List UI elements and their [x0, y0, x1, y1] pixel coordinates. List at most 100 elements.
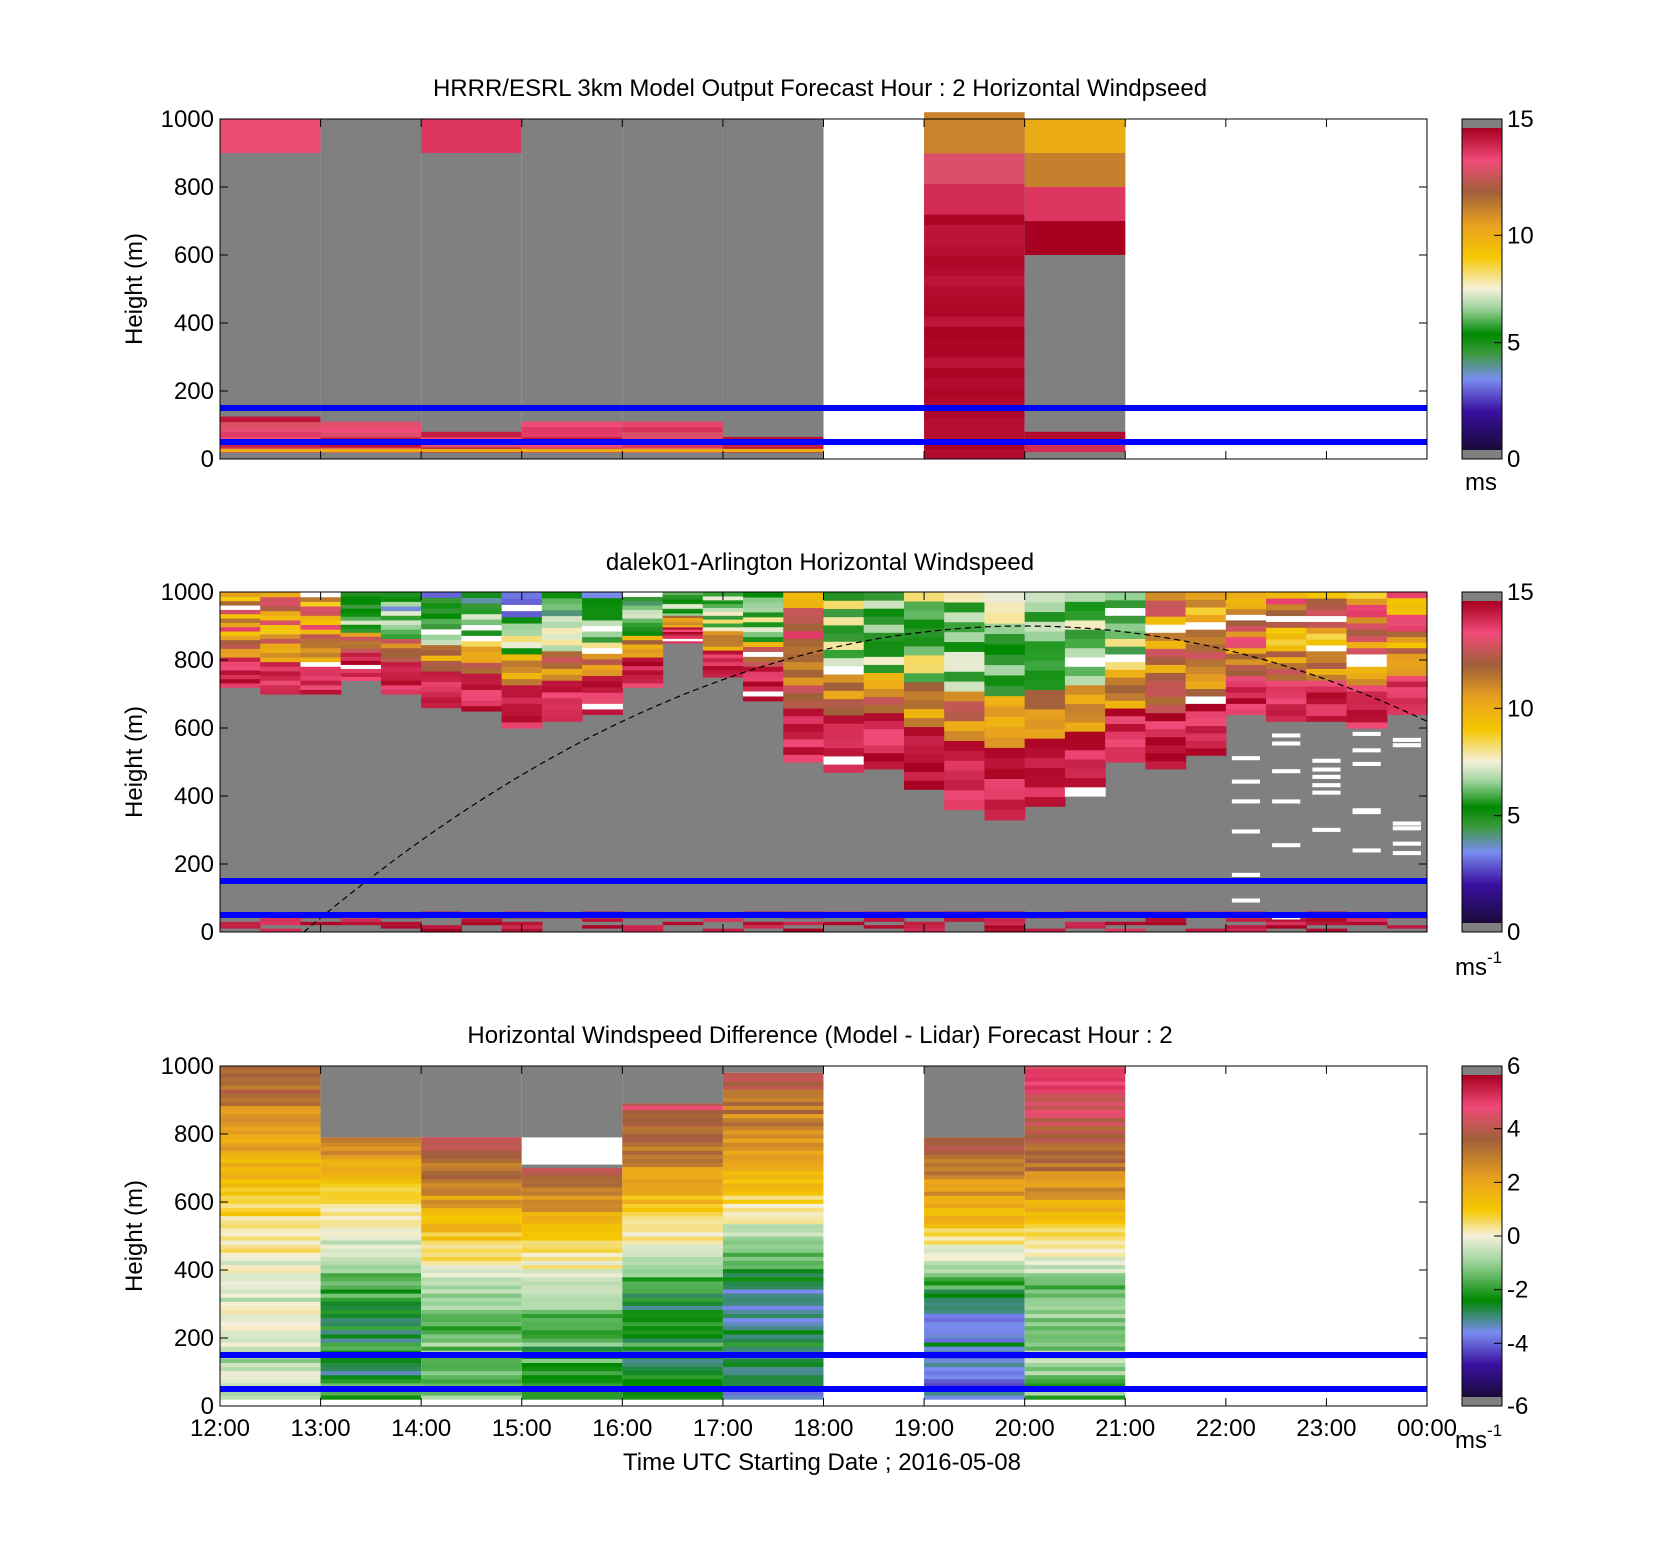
difference-cell: [1024, 1325, 1126, 1331]
lidar-cell: [1064, 740, 1106, 751]
colorbar-ticks: 0 5 10 15: [1494, 579, 1534, 946]
difference-cell: [320, 1215, 422, 1221]
difference-cell: [924, 1240, 1025, 1245]
lidar-missing-cell: [1272, 799, 1301, 804]
difference-cell: [924, 1236, 1025, 1241]
lidar-cell: [702, 611, 744, 616]
difference-cell: [220, 1134, 321, 1139]
difference-cell: [1024, 1089, 1126, 1094]
lidar-cell: [501, 684, 543, 692]
difference-cell: [622, 1162, 723, 1168]
lidar-cell: [1266, 662, 1307, 669]
lidar-cell: [300, 601, 342, 607]
lidar-cell: [461, 640, 503, 647]
lidar-cell: [1266, 925, 1307, 929]
lidar-cell: [1024, 650, 1066, 661]
lidar-cell: [501, 703, 543, 711]
lidar-cell: [380, 592, 422, 598]
lidar-cell: [783, 700, 825, 709]
difference-cell: [622, 1284, 723, 1290]
lidar-cell: [783, 607, 825, 616]
lidar-cell: [300, 666, 342, 672]
lidar-cell: [1306, 918, 1348, 922]
lidar-cell: [1145, 918, 1187, 922]
difference-cell: [924, 1182, 1025, 1188]
lidar-cell: [823, 921, 865, 926]
difference-cell: [1024, 1219, 1126, 1225]
lidar-cell: [783, 723, 825, 732]
difference-cell: [220, 1284, 321, 1290]
lidar-cell: [783, 646, 825, 655]
lidar-cell: [903, 618, 945, 629]
difference-cell: [622, 1252, 723, 1257]
difference-cell: [1024, 1207, 1126, 1213]
lidar-cell: [260, 601, 302, 607]
difference-cell: [521, 1329, 623, 1335]
difference-cell: [320, 1166, 422, 1172]
lidar-cell: [501, 709, 543, 717]
difference-cell: [924, 1252, 1025, 1257]
lidar-cell: [1145, 696, 1187, 706]
lidar-cell: [501, 647, 543, 655]
lidar-cell: [863, 688, 905, 698]
lidar-cell: [260, 928, 302, 932]
difference-cell: [1024, 1280, 1126, 1286]
model-cell: [924, 122, 1025, 134]
difference-cell: [1024, 1284, 1126, 1290]
lidar-cell: [1225, 708, 1267, 715]
lidar-cell: [501, 610, 543, 618]
lidar-cell: [1145, 600, 1187, 609]
model-cell: [421, 448, 522, 453]
lidar-cell: [501, 666, 543, 673]
lidar-cell: [823, 755, 865, 765]
model-cell: [421, 119, 522, 153]
difference-cell: [622, 1219, 723, 1225]
lidar-cell: [622, 613, 664, 619]
lidar-cell: [1266, 597, 1307, 605]
lidar-cell: [501, 660, 543, 667]
difference-cell: [521, 1289, 623, 1294]
lidar-cell: [340, 620, 382, 625]
x-tick-label: 00:00: [1397, 1415, 1457, 1442]
colorbar-under-cap: [1462, 1397, 1502, 1406]
difference-cell: [924, 1370, 1025, 1376]
difference-cell: [521, 1395, 623, 1400]
model-cell: [220, 421, 321, 428]
difference-cell: [622, 1378, 723, 1384]
difference-cell: [924, 1272, 1025, 1278]
lidar-cell: [1024, 796, 1066, 807]
lidar-cell: [1024, 630, 1066, 642]
difference-cell: [521, 1346, 623, 1351]
colorbar-tick-label: 5: [1507, 330, 1520, 357]
difference-cell: [722, 1236, 824, 1241]
difference-cell: [1024, 1346, 1126, 1351]
difference-cell: [1024, 1117, 1126, 1123]
lidar-cell: [863, 664, 905, 673]
difference-cell: [421, 1346, 522, 1351]
lidar-cell: [220, 613, 261, 619]
difference-cell: [421, 1162, 522, 1168]
lidar-cell: [421, 592, 462, 598]
difference-cell: [220, 1231, 321, 1237]
lidar-cell: [1306, 715, 1348, 722]
difference-cell: [421, 1203, 522, 1208]
lidar-cell: [903, 663, 945, 674]
difference-cell: [1024, 1146, 1126, 1151]
difference-cell: [1024, 1182, 1126, 1188]
lidar-cell: [1225, 681, 1267, 688]
lidar-cell: [582, 681, 623, 688]
lidar-cell: [340, 628, 382, 633]
lidar-cell: [783, 661, 825, 670]
lidar-cell: [823, 608, 865, 618]
y-axis: 0 200 400 600 800 1000: [161, 106, 1427, 473]
lidar-cell: [622, 661, 664, 667]
difference-cell: [220, 1297, 321, 1302]
difference-cell: [722, 1382, 824, 1388]
lidar-cell: [1064, 703, 1106, 714]
lidar-cell: [1225, 928, 1267, 932]
difference-cell: [421, 1231, 522, 1237]
difference-cell: [722, 1072, 824, 1078]
difference-cell: [220, 1362, 321, 1368]
lidar-cell: [662, 612, 704, 616]
difference-cell: [521, 1342, 623, 1347]
